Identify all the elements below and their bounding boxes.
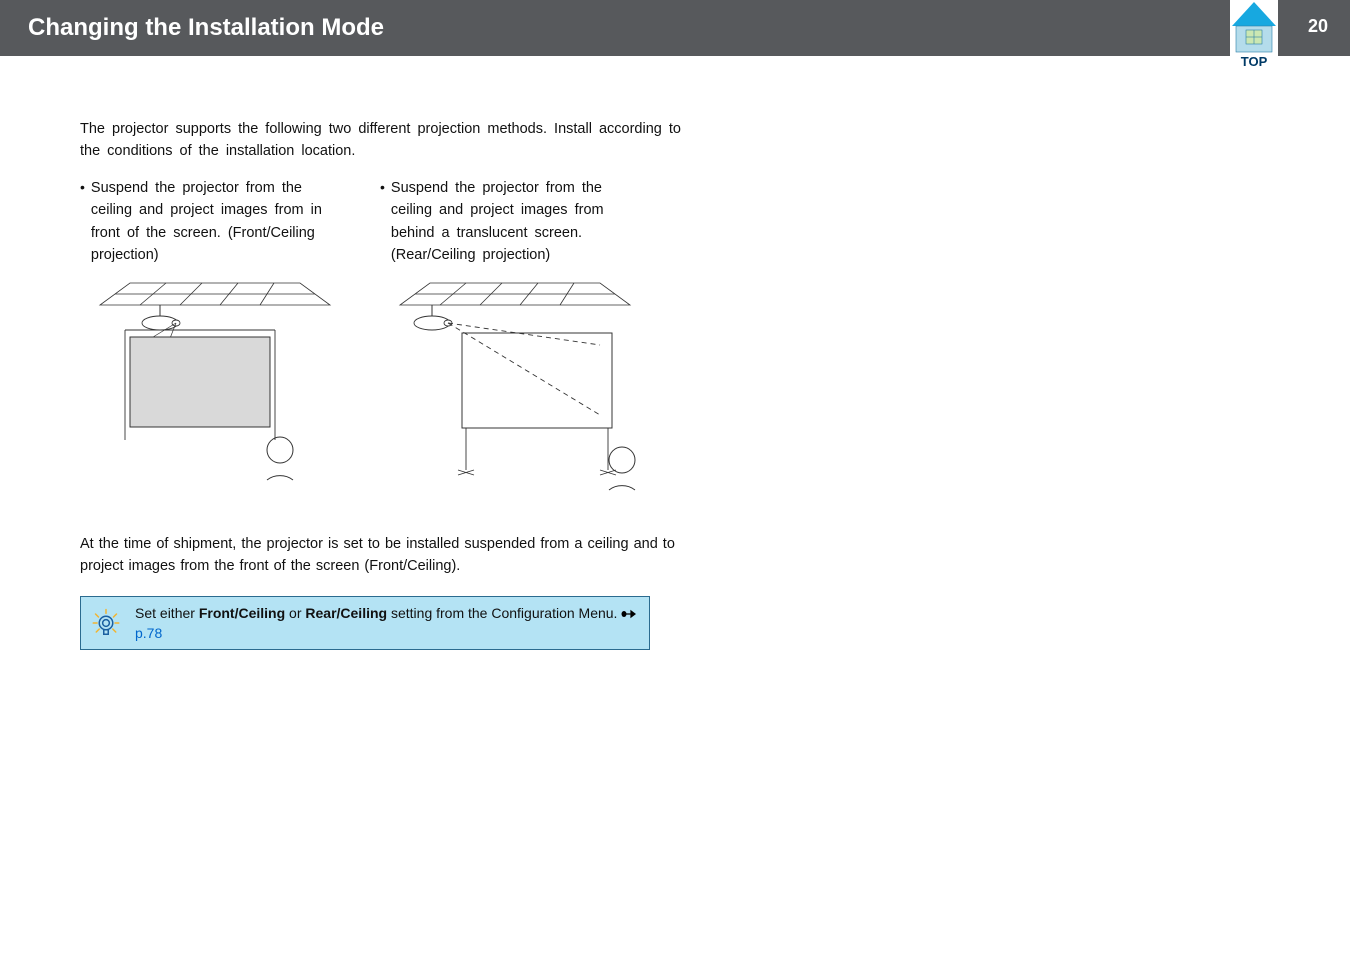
tip-mid: or xyxy=(285,605,305,621)
tip-box: Set either Front/Ceiling or Rear/Ceiling… xyxy=(80,596,650,651)
outro-text: At the time of shipment, the projector i… xyxy=(80,533,700,578)
bullet-marker: • xyxy=(80,177,85,267)
top-label: TOP xyxy=(1241,54,1268,69)
page-number: 20 xyxy=(1308,16,1328,37)
tip-suffix: setting from the Configuration Menu. xyxy=(387,605,621,621)
bullet-col-2: • Suspend the projector from the ceiling… xyxy=(380,177,650,271)
diagram-rear-ceiling xyxy=(380,275,650,505)
bullet-text-2: Suspend the projector from the ceiling a… xyxy=(391,177,650,267)
header-bar: Changing the Installation Mode 20 xyxy=(0,0,1350,56)
content-column: The projector supports the following two… xyxy=(0,56,700,650)
bullet-marker: • xyxy=(380,177,385,267)
tip-text: Set either Front/Ceiling or Rear/Ceiling… xyxy=(135,603,639,644)
tip-bold-1: Front/Ceiling xyxy=(199,605,285,621)
intro-text: The projector supports the following two… xyxy=(80,118,700,163)
tip-prefix: Set either xyxy=(135,605,199,621)
diagram-front-ceiling xyxy=(80,275,350,505)
bullet-col-1: • Suspend the projector from the ceiling… xyxy=(80,177,350,271)
diagram-row xyxy=(80,275,700,505)
lightbulb-icon xyxy=(91,608,121,638)
top-home-icon[interactable]: TOP xyxy=(1230,0,1278,72)
pointer-icon xyxy=(621,609,637,619)
bullet-columns: • Suspend the projector from the ceiling… xyxy=(80,177,700,271)
tip-link[interactable]: p.78 xyxy=(135,625,162,641)
page-title: Changing the Installation Mode xyxy=(28,14,384,42)
bullet-text-1: Suspend the projector from the ceiling a… xyxy=(91,177,350,267)
tip-bold-2: Rear/Ceiling xyxy=(305,605,387,621)
